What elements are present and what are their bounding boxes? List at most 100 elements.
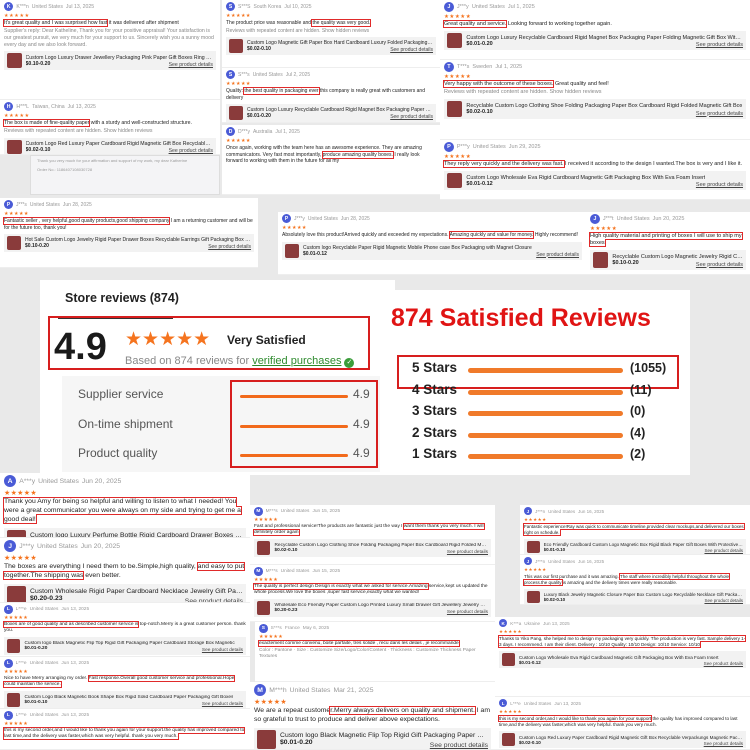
- product-link[interactable]: Custom logo Black Magnetic Flip Top Rigi…: [254, 727, 491, 749]
- product-link[interactable]: Custom Logo Wholesale Eva Rigid Cardboar…: [444, 171, 746, 191]
- product-link[interactable]: Eco Friendly Cardboard Custom Logo Magne…: [524, 538, 746, 554]
- review-header: J J***y United States Jun 20, 2025: [4, 540, 246, 553]
- see-product-details-link[interactable]: See product details: [446, 549, 488, 555]
- product-price: $0.01-0.20: [280, 739, 313, 747]
- reviewer-country: United States: [36, 542, 78, 550]
- see-product-details-link[interactable]: See product details: [390, 114, 433, 120]
- reviewer-name: S***s: [270, 625, 282, 631]
- see-product-details-link[interactable]: See product details: [390, 47, 433, 53]
- product-title: Custom Logo Red Luxury Paper Cardboard R…: [25, 141, 213, 148]
- product-link[interactable]: Custom Logo Luxury Drawer Jewellery Pack…: [4, 51, 216, 70]
- based-prefix: Based on 874 reviews for: [125, 355, 253, 367]
- product-link[interactable]: Custom logo Recyclable Paper Rigid Magne…: [282, 241, 582, 260]
- overall-rating: 4.9: [54, 326, 107, 368]
- avatar: H: [4, 102, 14, 112]
- review-header: L L***e United States Jun 13, 2025: [499, 699, 746, 708]
- see-product-details-link[interactable]: See product details: [704, 598, 743, 604]
- review-card: J J***y United States Jun 20, 2025 ★★★★★ The …: [0, 538, 250, 603]
- review-text-end: I am so grateful to trust to produce and…: [254, 707, 490, 724]
- see-product-details-link[interactable]: See product details: [208, 244, 251, 250]
- product-link[interactable]: Custom logo Luxury Perfume Bottle Rigid …: [4, 527, 246, 537]
- review-date: Jun 20, 2025: [81, 477, 122, 485]
- product-title: Custom Logo Luxury Recyclable Cardboard …: [247, 107, 433, 113]
- product-link[interactable]: Custom Wholesale Rigid Paper Cardboard N…: [4, 583, 246, 603]
- review-text-end: Highly recommend!: [533, 232, 578, 238]
- avatar: S: [259, 624, 268, 633]
- product-link[interactable]: Luxury Black Jewelry Magnetic Closure Pa…: [524, 588, 746, 604]
- review-card: S S***S South Korea Jul 10, 2025 ★★★★★ The pr…: [222, 0, 440, 68]
- see-product-details-link[interactable]: See product details: [446, 609, 488, 615]
- see-product-details-link[interactable]: See product details: [201, 701, 243, 707]
- product-link[interactable]: Custom Logo Luxury Recyclable Cardboard …: [226, 104, 436, 122]
- product-link[interactable]: Custom Logo Red Luxury Paper Cardboard R…: [4, 137, 216, 155]
- review-text-end: I received it according to the design I …: [563, 160, 743, 167]
- review-date: Jul 10, 2025: [284, 3, 312, 10]
- product-link[interactable]: Custom Logo Magnetic Gift Paper Box Hard…: [226, 37, 436, 55]
- review-header: H H***L Taiwan, China Jul 13, 2025: [4, 102, 216, 112]
- review-card: P J***s United States Jun 28, 2025 ★★★★★ Fant…: [0, 198, 258, 268]
- product-link[interactable]: Custom Logo Luxury Recyclable Cardboard …: [444, 31, 746, 51]
- product-link[interactable]: Recyclable Custom Logo Clothing Shoe Fol…: [444, 99, 746, 119]
- reviewer-name: J***y: [456, 3, 469, 10]
- product-link[interactable]: Custom Logo Red Luxury Paper Cardboard R…: [499, 731, 746, 749]
- reviewer-name: D***y: [238, 128, 250, 135]
- see-product-details-link[interactable]: See product details: [184, 597, 243, 603]
- review-highlight: Thank you Amy for being so helpful and w…: [3, 497, 242, 524]
- see-product-details-link[interactable]: See product details: [695, 42, 743, 49]
- review-card: J J***n United States Jun 16, 2025 ★★★★★ Fant…: [520, 505, 750, 555]
- see-product-details-link[interactable]: See product details: [695, 261, 743, 268]
- see-product-details-link[interactable]: See product details: [168, 61, 213, 68]
- review-text-start: Absolutely love this product!Arrived qui…: [282, 232, 450, 238]
- store-reviews-tab[interactable]: Store reviews (874): [65, 291, 179, 305]
- product-price: $0.10-0.20: [25, 243, 49, 249]
- reviewer-name: M***s: [265, 508, 278, 514]
- review-highlight: Great quality and service.: [442, 19, 508, 28]
- see-product-details-link[interactable]: See product details: [704, 548, 743, 554]
- review-date: Jun 15, 2025: [312, 508, 341, 514]
- product-price: $0.02-0.10: [543, 597, 566, 603]
- see-product-details-link[interactable]: See product details: [429, 741, 488, 749]
- review-text: Very happy with the outcome of these box…: [442, 79, 746, 88]
- reviewer-name: K***n: [16, 3, 29, 10]
- see-product-details-link[interactable]: See product details: [703, 661, 743, 667]
- product-price: $0.01-0.12: [303, 250, 327, 257]
- review-header: J J***n United States Jun 16, 2025: [524, 507, 746, 516]
- product-link[interactable]: Custom Logo Black Magnetic Book Shape Bo…: [4, 691, 246, 708]
- review-header: M M***s United States Jun 15, 2025: [254, 507, 491, 516]
- reviewer-country: United States: [252, 71, 283, 78]
- product-info: Custom Logo Black Magnetic Book Shape Bo…: [24, 695, 233, 705]
- product-link[interactable]: Recyclable Custom Logo Clothing Shoe Fol…: [254, 539, 491, 557]
- product-link[interactable]: Wholesale Eco Friendly Paper Custom Logo…: [254, 599, 491, 617]
- star-rating-icon: ★★★★★: [125, 329, 211, 350]
- metric-bar: [240, 425, 348, 428]
- avatar: K: [4, 2, 14, 12]
- review-text: Thank you Amy for being so helpful and w…: [3, 497, 246, 524]
- see-product-details-link[interactable]: See product details: [536, 251, 579, 258]
- review-text-end: the quality has improved compared to las…: [499, 716, 738, 728]
- product-price: $0.01-0.12: [466, 180, 493, 187]
- product-link[interactable]: Recyclable Custom Logo Magnetic Jewelry …: [590, 250, 746, 270]
- avatar: J: [590, 214, 600, 224]
- star-level-count: (11): [630, 382, 652, 397]
- product-info: Custom Logo Luxury Drawer Jewellery Pack…: [26, 55, 213, 67]
- review-header: A A***y United States Jun 20, 2025: [4, 475, 246, 488]
- reviewer-country: South Korea: [253, 3, 282, 10]
- see-product-details-link[interactable]: See product details: [695, 182, 743, 189]
- product-price: $0.02-0.10: [247, 46, 271, 52]
- review-header: D D***y Australia Jul 1, 2025: [226, 127, 436, 136]
- product-info: Custom Logo Wholesale Eva Rigid Cardboar…: [466, 175, 705, 187]
- see-product-details-link[interactable]: See product details: [695, 110, 743, 117]
- review-text: It's great quality and I was surprised h…: [2, 19, 216, 28]
- product-link[interactable]: Custom Logo Wholesale Eva Rigid Cardboar…: [499, 651, 746, 669]
- avatar: L: [4, 711, 13, 720]
- review-date: Jul 2, 2025: [285, 71, 311, 78]
- verified-purchases-link[interactable]: verified purchases: [252, 355, 342, 367]
- see-product-details-link[interactable]: See product details: [168, 148, 213, 155]
- product-link[interactable]: Hot Sale Custom Logo Jewelry Rigid Paper…: [4, 234, 254, 252]
- review-date: Jun 20, 2025: [652, 215, 685, 222]
- review-text: Boxes are of good quality and as describ…: [2, 620, 246, 634]
- satisfaction-label: Very Satisfied: [227, 333, 306, 347]
- product-link[interactable]: Custom logo Black Magnetic Flip Top Rigi…: [4, 637, 246, 655]
- see-product-details-link[interactable]: See product details: [703, 741, 743, 747]
- see-product-details-link[interactable]: See product details: [201, 647, 243, 653]
